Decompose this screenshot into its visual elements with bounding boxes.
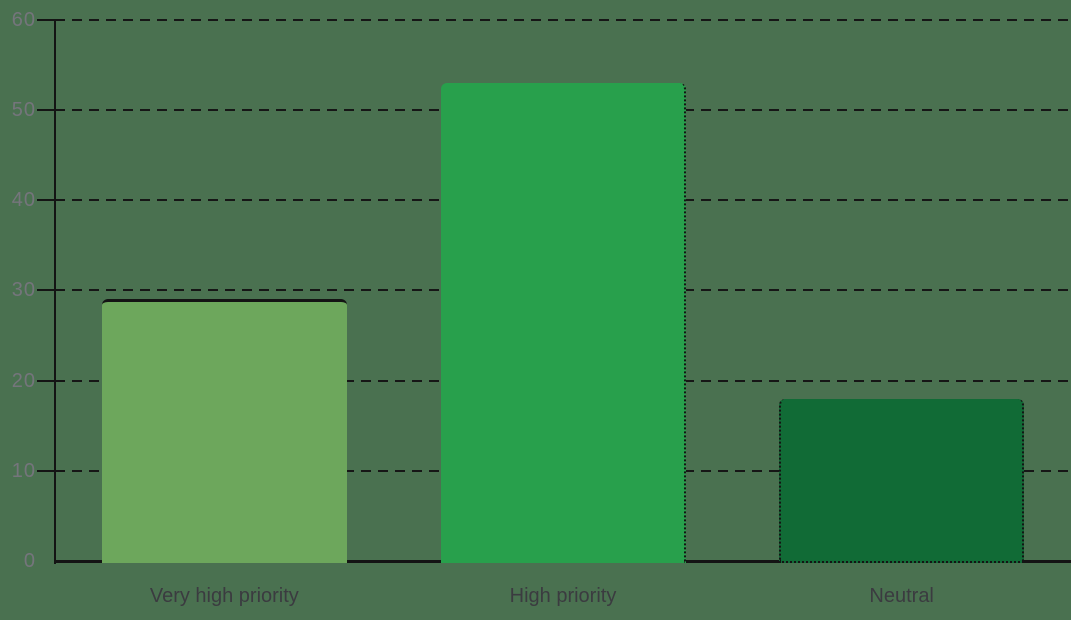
y-tick-label-30: 30 (11, 279, 36, 302)
y-tick-mark-50 (37, 108, 65, 111)
bar-neutral (779, 398, 1025, 563)
bar-very-high-priority (101, 299, 347, 563)
y-tick-mark-10 (37, 469, 65, 472)
y-tick-label-10: 10 (11, 459, 36, 482)
y-tick-mark-30 (37, 289, 65, 292)
y-tick-mark-40 (37, 199, 65, 201)
gridline-y-60 (55, 18, 1071, 21)
y-tick-label-40: 40 (11, 189, 36, 211)
y-tick-label-60: 60 (11, 8, 36, 31)
y-tick-label-50: 50 (11, 98, 36, 121)
y-tick-mark-20 (37, 379, 65, 382)
x-tick-label-very-high-priority: Very high priority (149, 585, 299, 607)
y-tick-mark-60 (37, 18, 65, 21)
y-axis-line (54, 20, 56, 564)
bar-high-priority (440, 82, 686, 563)
y-tick-label-20: 20 (11, 369, 36, 392)
x-tick-label-high-priority: High priority (509, 585, 617, 607)
x-tick-label-neutral: Neutral (869, 585, 934, 607)
y-tick-label-0: 0 (23, 550, 36, 572)
